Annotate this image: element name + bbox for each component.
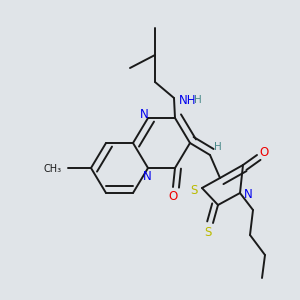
Text: N: N bbox=[244, 188, 252, 202]
Text: S: S bbox=[190, 184, 198, 196]
Text: NH: NH bbox=[179, 94, 196, 106]
Text: S: S bbox=[204, 226, 212, 239]
Text: O: O bbox=[168, 190, 178, 202]
Text: H: H bbox=[194, 95, 202, 105]
Text: CH₃: CH₃ bbox=[44, 164, 62, 174]
Text: N: N bbox=[140, 109, 148, 122]
Text: O: O bbox=[260, 146, 268, 158]
Text: N: N bbox=[142, 169, 152, 182]
Text: H: H bbox=[214, 142, 222, 152]
